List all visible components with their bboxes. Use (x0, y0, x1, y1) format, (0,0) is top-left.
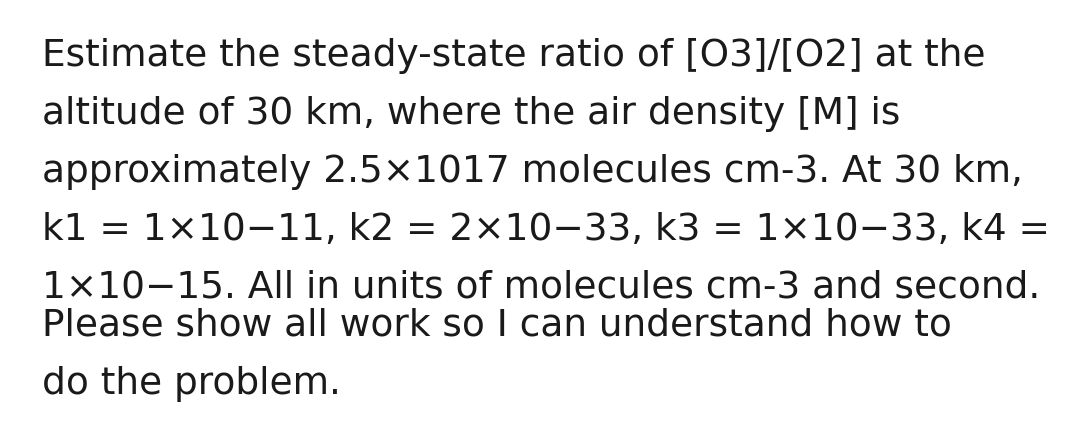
Text: do the problem.: do the problem. (42, 366, 341, 402)
Text: k1 = 1×10−11, k2 = 2×10−33, k3 = 1×10−33, k4 =: k1 = 1×10−11, k2 = 2×10−33, k3 = 1×10−33… (42, 212, 1050, 248)
Text: approximately 2.5×1017 molecules cm-3. At 30 km,: approximately 2.5×1017 molecules cm-3. A… (42, 154, 1023, 190)
Text: Estimate the steady-state ratio of [O3]/[O2] at the: Estimate the steady-state ratio of [O3]/… (42, 38, 986, 74)
Text: Please show all work so I can understand how to: Please show all work so I can understand… (42, 308, 951, 344)
Text: 1×10−15. All in units of molecules cm-3 and second.: 1×10−15. All in units of molecules cm-3 … (42, 270, 1040, 306)
Text: altitude of 30 km, where the air density [M] is: altitude of 30 km, where the air density… (42, 96, 901, 132)
